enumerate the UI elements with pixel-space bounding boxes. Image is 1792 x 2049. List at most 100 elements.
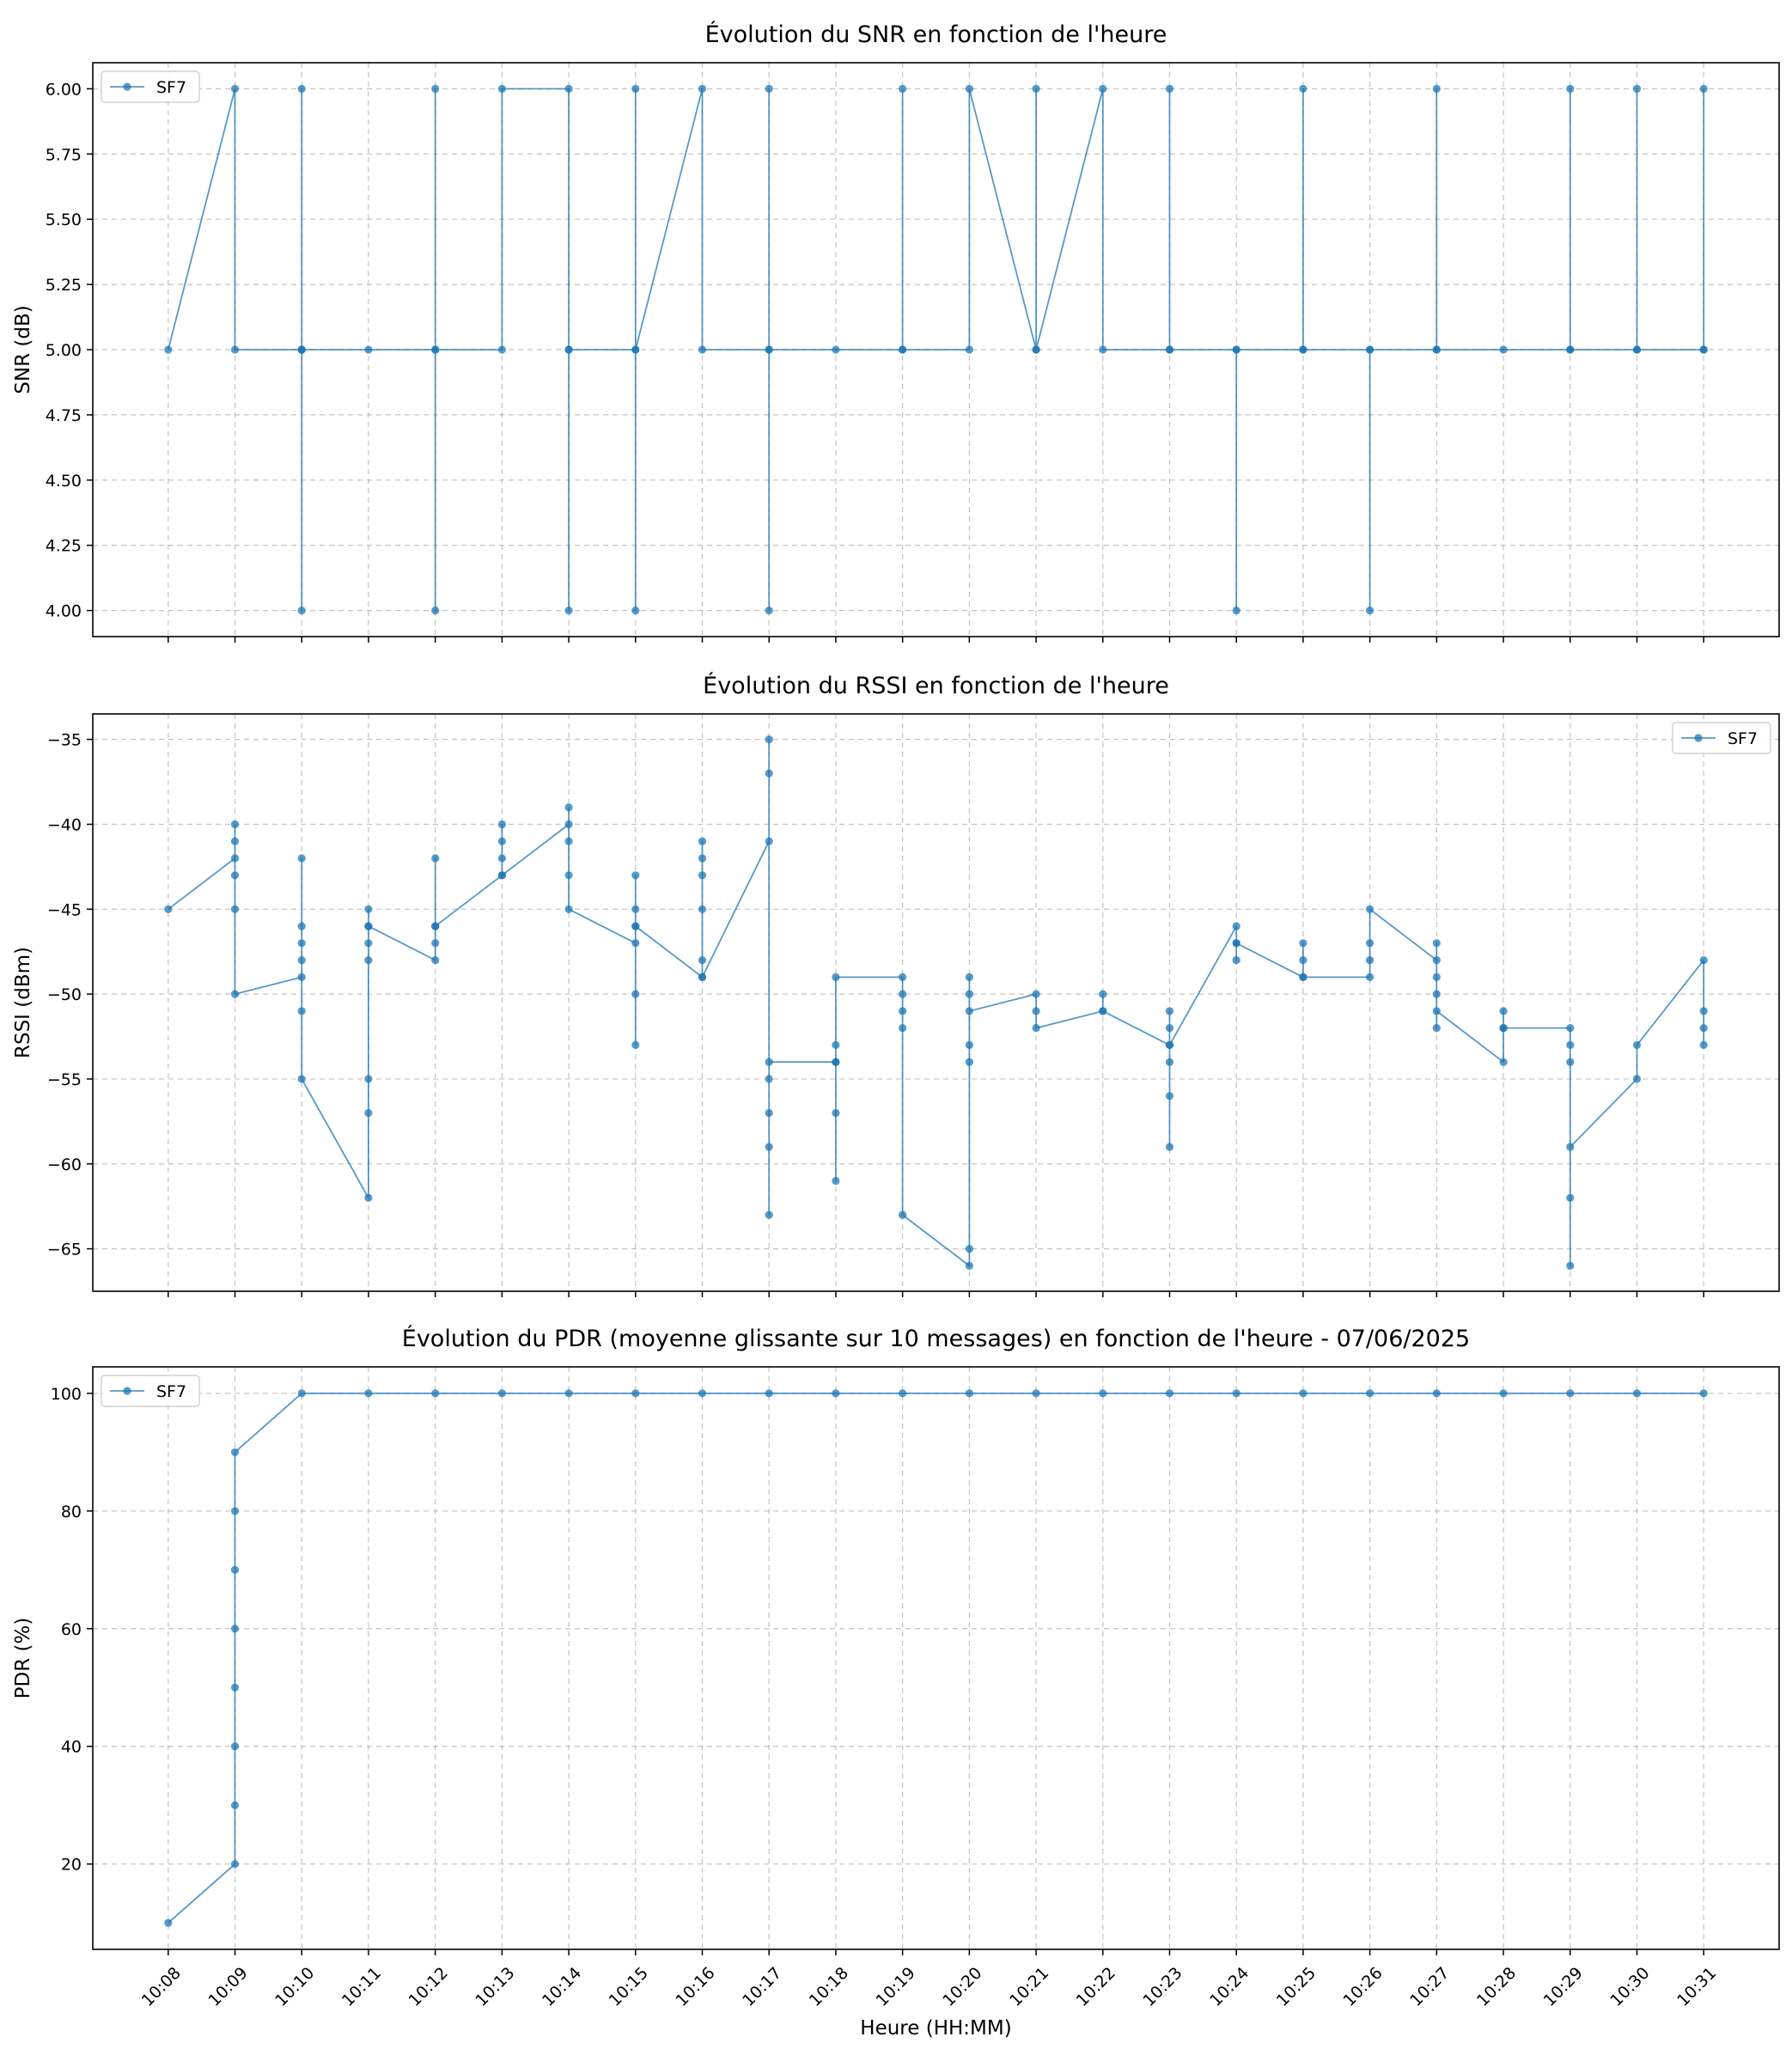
data-point (230, 905, 240, 913)
data-point (631, 990, 640, 998)
data-point (1099, 1007, 1107, 1015)
chart-panel-3: 20 40 60 80 100 10:08 10:09 10:10 10:11 10:12 10:1… (12, 1325, 1780, 2040)
x-tick-label: 10:19 (873, 1964, 919, 2010)
x-tick-label: 10:27 (1406, 1964, 1453, 2010)
data-point (364, 345, 373, 354)
data-point (230, 1801, 240, 1809)
data-point (230, 871, 240, 880)
legend-label: SF7 (156, 1382, 186, 1401)
data-point (1366, 973, 1374, 981)
data-point (698, 1389, 707, 1398)
data-point (965, 1058, 973, 1066)
data-point (631, 922, 640, 930)
data-point (497, 1389, 507, 1398)
data-point (1699, 84, 1708, 93)
plot-frame (92, 1366, 1780, 1950)
data-point (1632, 84, 1642, 93)
legend-box (101, 70, 200, 103)
data-point (965, 990, 973, 998)
data-point (1165, 1058, 1174, 1066)
x-tick-label: 10:16 (672, 1964, 718, 2010)
data-point (765, 769, 773, 778)
data-point (1432, 345, 1441, 354)
data-point (1299, 939, 1307, 948)
x-tick-label: 10:10 (271, 1964, 318, 2010)
data-point (899, 1024, 907, 1033)
data-point (1165, 1040, 1174, 1049)
data-point (1099, 1389, 1107, 1398)
data-point (1566, 1040, 1575, 1049)
data-point (364, 1075, 373, 1083)
data-point (899, 1210, 907, 1219)
data-point (965, 345, 973, 354)
data-point (832, 1176, 840, 1186)
data-point (631, 607, 640, 615)
data-point (1499, 345, 1508, 354)
data-point (832, 1108, 840, 1118)
x-tick-label: 10:18 (806, 1964, 852, 2010)
x-tick-label: 10:23 (1139, 1964, 1186, 2010)
data-point (1432, 84, 1441, 93)
y-tick-label: 80 (61, 1503, 82, 1522)
data-point (1099, 345, 1107, 354)
x-tick-label: 10:31 (1673, 1964, 1720, 2010)
data-point (564, 84, 573, 93)
data-point (230, 820, 240, 829)
data-point (1499, 1389, 1508, 1398)
data-point (698, 837, 707, 845)
data-point (364, 922, 373, 930)
x-tick-label: 10:20 (939, 1964, 985, 2010)
data-point (1299, 1389, 1307, 1398)
data-point (230, 854, 240, 863)
data-point (230, 990, 240, 998)
y-axis-label: SNR (dB) (12, 305, 34, 393)
y-tick-label: −50 (47, 985, 82, 1004)
data-point (297, 1075, 306, 1083)
data-point (698, 345, 707, 354)
data-point (765, 837, 773, 845)
data-point (497, 854, 507, 863)
data-point (1566, 84, 1575, 93)
data-point (832, 973, 840, 981)
data-point (1699, 345, 1708, 354)
data-point (765, 607, 773, 615)
data-point (1032, 990, 1040, 998)
data-point (364, 939, 373, 948)
data-point (1566, 345, 1575, 354)
y-axis-label: PDR (%) (12, 1618, 34, 1699)
data-point (1232, 345, 1240, 354)
y-tick-label: −65 (47, 1241, 82, 1259)
series-line-sf7 (168, 1392, 1704, 1924)
data-point (1299, 956, 1307, 965)
data-point (230, 1448, 240, 1456)
data-point (1699, 1040, 1708, 1049)
data-point (431, 956, 440, 965)
data-point (1632, 1040, 1642, 1049)
data-point (1432, 1007, 1441, 1015)
data-point (497, 820, 507, 829)
data-point (1165, 1389, 1174, 1398)
legend-label: SF7 (1728, 729, 1758, 748)
y-tick-label: 4.75 (46, 406, 82, 425)
data-point (1432, 939, 1441, 948)
data-point (1699, 1024, 1708, 1033)
data-point (1499, 1058, 1508, 1066)
data-point (164, 1918, 173, 1927)
data-point (1366, 1389, 1374, 1398)
data-point (765, 1143, 773, 1151)
data-point (1032, 1389, 1040, 1398)
x-tick-label: 10:11 (338, 1964, 385, 2010)
data-point (497, 837, 507, 845)
data-point (1232, 956, 1240, 965)
y-tick-label: −60 (47, 1156, 82, 1174)
data-point (1032, 1024, 1040, 1033)
data-point (1099, 990, 1107, 998)
y-tick-label: 4.25 (46, 537, 82, 556)
data-point (1299, 84, 1307, 93)
y-tick-label: −35 (47, 731, 82, 750)
y-tick-label: 40 (61, 1738, 82, 1757)
data-point (364, 905, 373, 913)
data-point (631, 1389, 640, 1398)
data-point (230, 1742, 240, 1751)
data-point (297, 84, 306, 93)
